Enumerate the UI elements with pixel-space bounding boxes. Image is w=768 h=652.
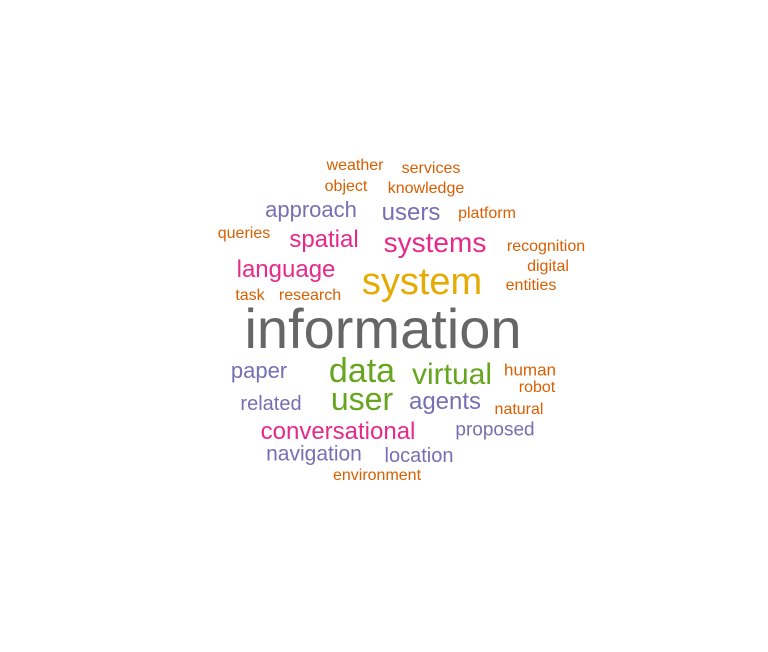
word-users: users [381, 199, 441, 226]
word-virtual: virtual [411, 358, 493, 391]
word-recognition: recognition [506, 238, 586, 255]
word-research: research [278, 287, 342, 304]
word-approach: approach [265, 197, 357, 222]
word-services: services [401, 160, 461, 177]
word-spatial: spatial [289, 226, 359, 253]
word-robot: robot [518, 379, 556, 396]
word-natural: natural [494, 401, 544, 418]
word-knowledge: knowledge [387, 180, 465, 197]
word-object: object [324, 178, 368, 195]
word-paper: paper [230, 358, 288, 383]
word-agents: agents [408, 388, 482, 415]
word-information: information [244, 297, 522, 360]
word-data: data [328, 352, 396, 390]
word-environment: environment [332, 467, 422, 484]
word-location: location [384, 445, 454, 467]
word-conversational: conversational [260, 418, 416, 445]
word-weather: weather [326, 157, 384, 174]
word-platform: platform [458, 205, 516, 222]
word-proposed: proposed [455, 419, 535, 441]
word-navigation: navigation [266, 442, 362, 466]
word-system: system [361, 261, 483, 303]
word-digital: digital [527, 258, 569, 275]
word-task: task [235, 287, 265, 304]
word-related: related [240, 393, 302, 415]
word-human: human [504, 360, 556, 380]
word-systems: systems [383, 227, 487, 258]
word-user: user [330, 381, 394, 417]
word-queries: queries [217, 225, 271, 242]
word-language: language [236, 256, 336, 283]
word-entities: entities [505, 277, 557, 294]
